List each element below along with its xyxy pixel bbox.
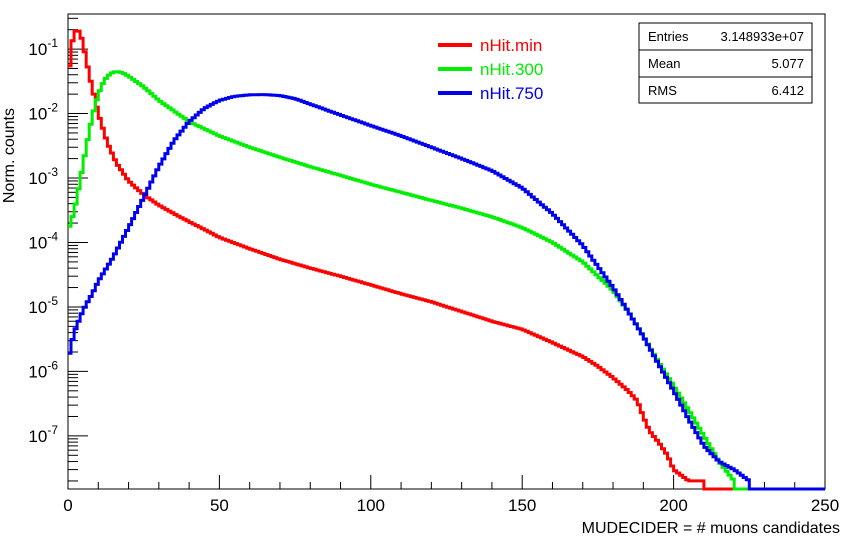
stats-mean-label: Mean <box>648 56 681 71</box>
legend-label-2: nHit.300 <box>480 60 543 79</box>
legend: nHit.min nHit.300 nHit.750 <box>438 36 543 103</box>
stats-mean-value: 5.077 <box>771 56 804 71</box>
y-tick-label: 10-1 <box>28 36 58 59</box>
stats-box: Entries 3.148933e+07 Mean 5.077 RMS 6.41… <box>638 22 813 104</box>
y-tick-label: 10-7 <box>28 423 58 446</box>
y-tick-label: 10-5 <box>28 294 58 317</box>
series-line-1 <box>68 29 825 491</box>
stats-entries-value: 3.148933e+07 <box>720 29 804 44</box>
legend-label-3: nHit.750 <box>480 84 543 103</box>
x-tick-label: 100 <box>357 496 385 515</box>
series-layer <box>68 29 825 491</box>
x-tick-labels: 0 50 100 150 200 250 <box>63 496 839 515</box>
y-tick-labels: 10-7 10-6 10-5 10-4 10-3 10-2 10-1 <box>28 36 58 446</box>
x-tick-label: 250 <box>811 496 839 515</box>
x-tick-label: 150 <box>508 496 536 515</box>
y-tick-label: 10-3 <box>28 165 58 188</box>
stats-rms-value: 6.412 <box>771 83 804 98</box>
legend-label-1: nHit.min <box>480 36 542 55</box>
x-tick-label: 50 <box>210 496 229 515</box>
x-tick-label: 200 <box>659 496 687 515</box>
y-tick-label: 10-2 <box>28 101 58 124</box>
series-line-3 <box>68 93 825 491</box>
y-axis-title: Norm. counts <box>1 108 18 203</box>
x-axis-title: MUDECIDER = # muons candidates <box>582 520 840 537</box>
y-tick-label: 10-4 <box>28 229 58 252</box>
y-tick-label: 10-6 <box>28 358 58 381</box>
x-tick-label: 0 <box>63 496 72 515</box>
stats-rms-label: RMS <box>648 83 677 98</box>
axis-ticks <box>67 17 826 489</box>
stats-entries-label: Entries <box>648 29 689 44</box>
